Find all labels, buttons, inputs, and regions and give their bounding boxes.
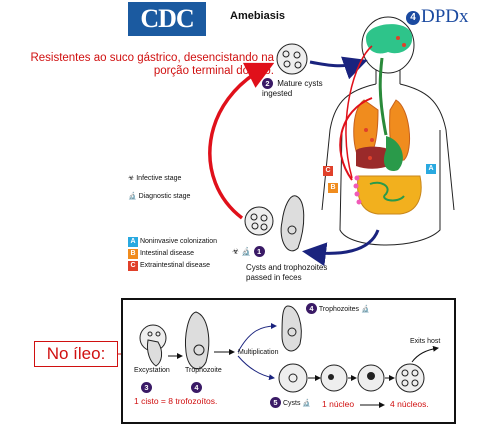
body-marker-c: C: [323, 166, 333, 176]
legend-item-a: A Noninvasive colonization: [128, 237, 217, 249]
diagram-title: Amebiasis: [230, 10, 286, 22]
infective-stage-text: Infective stage: [136, 175, 182, 182]
step-4b-text: Trophozoites: [318, 306, 360, 313]
legend-label-b: Intestinal disease: [139, 250, 195, 257]
legend-swatch-c: C: [128, 261, 138, 271]
mature-cyst-drawing: [276, 43, 308, 75]
invasion-markers: [353, 175, 362, 205]
legend-item-b: B Intestinal disease: [128, 249, 217, 261]
cycle-arrow-red: [208, 62, 275, 220]
esophagus: [378, 57, 388, 136]
microscope-icon: 🔬: [241, 247, 252, 256]
diagnostic-stage-legend: 🔬 Diagnostic stage: [128, 192, 190, 204]
legend-swatch-a: A: [128, 237, 138, 247]
cdc-logo: CDC: [128, 2, 206, 36]
step-3-number: 3: [141, 382, 152, 393]
four-nuclei-note: 4 núcleos.: [390, 399, 429, 409]
ileum-detail-box: [121, 298, 456, 424]
color-legend: A Noninvasive colonization B Intestinal …: [128, 237, 217, 273]
one-nucleus-note: 1 núcleo: [322, 399, 355, 409]
arrow-from-feces: [302, 229, 380, 267]
step-2-label: 2 Mature cysts ingested: [262, 78, 342, 98]
biohazard-icon: ☣: [128, 175, 135, 182]
step-4-trophozoites-label: 4 Trophozoites 🔬: [306, 303, 370, 314]
intestines-organ: [357, 175, 422, 215]
step-5-number: 5: [270, 397, 281, 408]
dpdx-logo-text: DPDx: [421, 6, 469, 27]
microscope-icon: 🔬: [128, 193, 137, 200]
dpdx-badge-icon: 4: [406, 11, 420, 25]
human-figure: [321, 16, 455, 246]
excystation-label: Excystation: [134, 367, 170, 374]
step-4a-number-wrap: 4: [191, 377, 202, 395]
biohazard-icon: ☣: [232, 247, 240, 256]
infective-stage-legend: ☣ Infective stage: [128, 174, 181, 186]
step-1-number: 1: [253, 246, 265, 257]
step-1-icons: ☣ 🔬 1: [232, 246, 265, 257]
step-1-label: Cysts and trophozoites passed in feces: [246, 263, 328, 282]
multiplication-label: Multiplication: [238, 349, 279, 356]
body-marker-a: A: [426, 164, 436, 174]
step-4b-number: 4: [306, 303, 317, 314]
step-4a-number: 4: [191, 382, 202, 393]
feces-trophozoite-drawing: [280, 195, 305, 252]
no-ileo-label: No íleo:: [34, 341, 118, 367]
step-2-text: Mature cysts ingested: [262, 79, 323, 98]
dpdx-logo: 4 DPDx: [406, 6, 469, 28]
body-marker-b: B: [328, 183, 338, 193]
step-3-number-wrap: 3: [141, 377, 152, 395]
legend-label-a: Noninvasive colonization: [139, 238, 217, 245]
diagnostic-stage-text: Diagnostic stage: [138, 193, 191, 200]
legend-swatch-b: B: [128, 249, 138, 259]
microscope-icon: 🔬: [361, 306, 370, 313]
arrow-to-mouth: [309, 56, 368, 80]
step-2-number: 2: [262, 78, 273, 89]
feces-cyst-drawing: [244, 206, 274, 236]
cyst-to-trophozoites-note: 1 cisto = 8 trofozoítos.: [134, 396, 218, 406]
legend-label-c: Extraintestinal disease: [139, 262, 210, 269]
trophozoite-label: Trophozoite: [185, 367, 222, 374]
step-5-label: 5 Cysts 🔬: [270, 397, 311, 408]
cyst-progression: [278, 363, 425, 393]
trophozoite-drawing: [185, 311, 210, 370]
step-5-text: Cysts: [282, 400, 301, 407]
microscope-icon: 🔬: [302, 400, 312, 407]
stomach-organ: [383, 136, 403, 172]
exits-host-label: Exits host: [410, 338, 441, 345]
brain-organ: [366, 24, 413, 54]
legend-item-c: C Extraintestinal disease: [128, 261, 217, 273]
excystation-drawing: [139, 324, 167, 367]
